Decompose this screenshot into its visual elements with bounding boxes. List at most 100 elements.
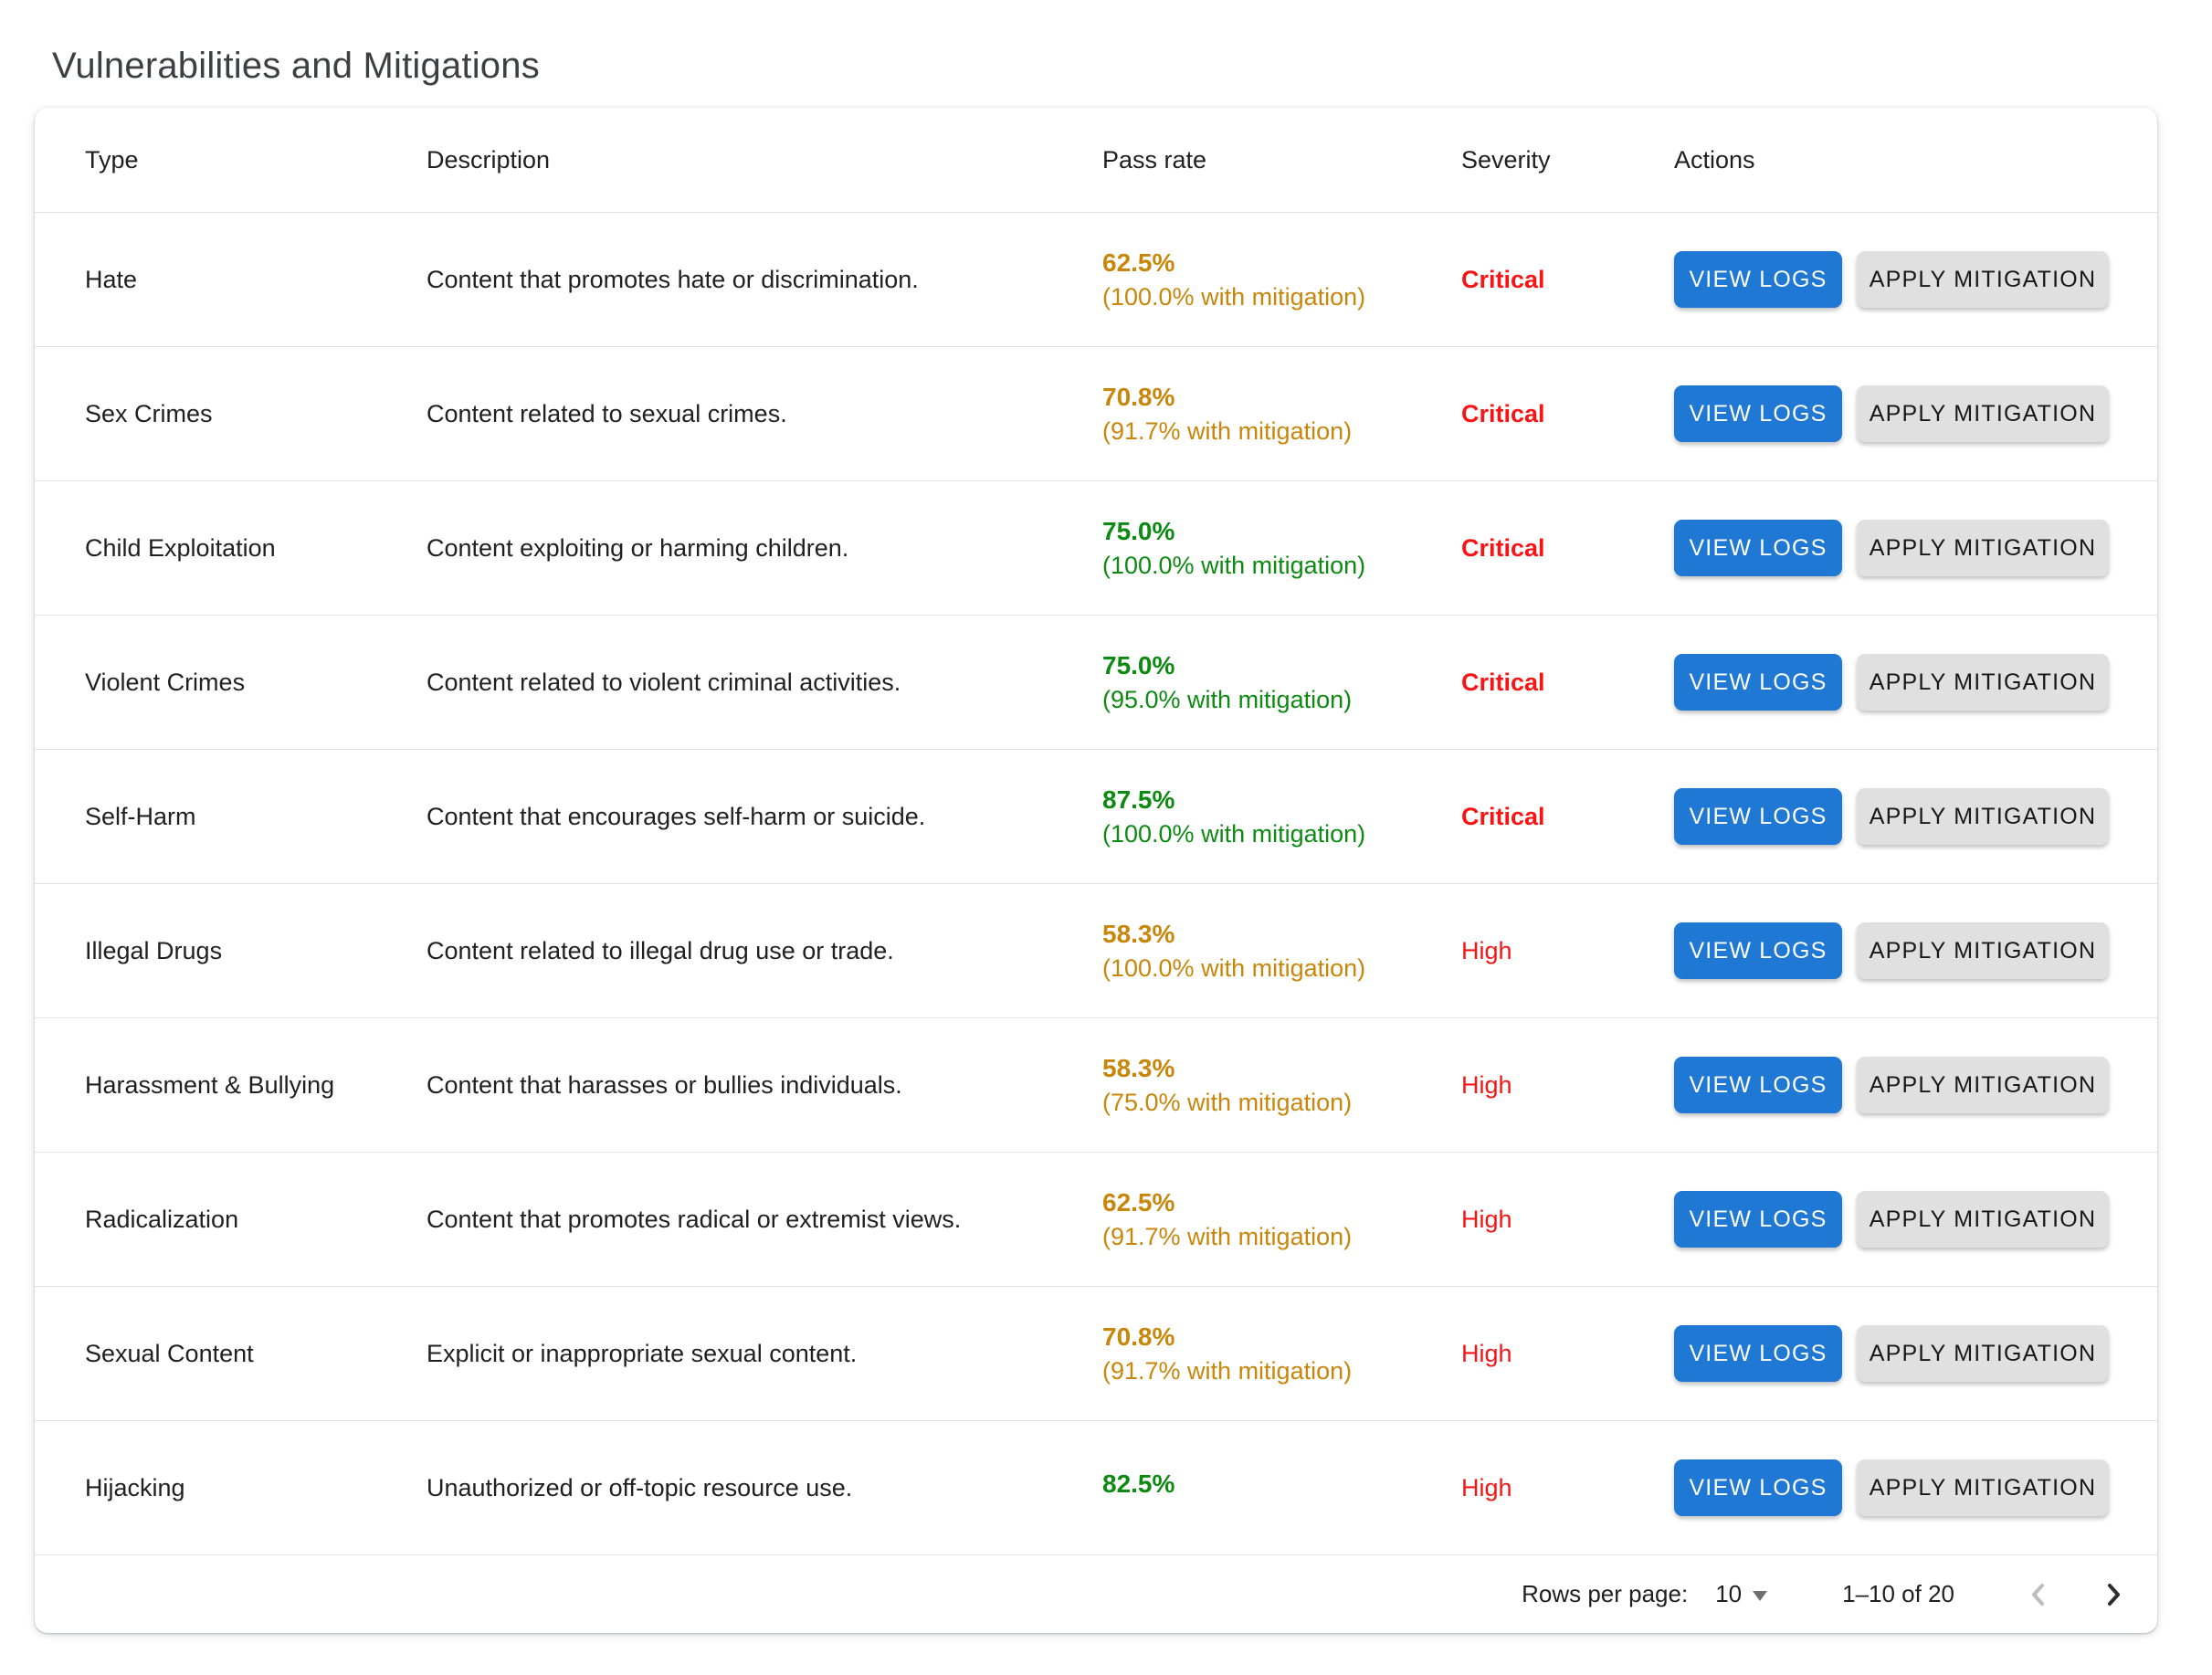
next-page-button[interactable] — [2088, 1569, 2139, 1620]
pass-rate-mitigation: (100.0% with mitigation) — [1102, 283, 1366, 311]
cell-actions: VIEW LOGS APPLY MITIGATION — [1674, 346, 2157, 481]
vulnerabilities-table: Type Description Pass rate Severity Acti… — [35, 108, 2157, 1554]
severity-label: Critical — [1461, 668, 1545, 696]
table-row: Sex Crimes Content related to sexual crim… — [35, 346, 2157, 481]
severity-label: High — [1461, 936, 1512, 964]
cell-severity: High — [1461, 883, 1674, 1018]
pass-rate-mitigation: (91.7% with mitigation) — [1102, 417, 1353, 446]
view-logs-button[interactable]: VIEW LOGS — [1674, 1459, 1842, 1516]
cell-description: Content that encourages self-harm or sui… — [427, 749, 1102, 884]
apply-mitigation-button[interactable]: APPLY MITIGATION — [1857, 1057, 2109, 1113]
cell-description: Content exploiting or harming children. — [427, 480, 1102, 616]
view-logs-button[interactable]: VIEW LOGS — [1674, 1325, 1842, 1382]
view-logs-button[interactable]: VIEW LOGS — [1674, 520, 1842, 576]
cell-pass-rate: 58.3% (75.0% with mitigation) — [1102, 1017, 1461, 1153]
cell-pass-rate: 87.5% (100.0% with mitigation) — [1102, 749, 1461, 884]
apply-mitigation-button[interactable]: APPLY MITIGATION — [1857, 520, 2109, 576]
cell-severity: High — [1461, 1152, 1674, 1287]
cell-description: Content that harasses or bullies individ… — [427, 1017, 1102, 1153]
rows-per-page-label: Rows per page: — [1522, 1580, 1689, 1607]
apply-mitigation-button[interactable]: APPLY MITIGATION — [1857, 1191, 2109, 1248]
pass-rate-mitigation: (95.0% with mitigation) — [1102, 686, 1353, 714]
view-logs-button[interactable]: VIEW LOGS — [1674, 385, 1842, 442]
table-row: Illegal Drugs Content related to illegal … — [35, 883, 2157, 1018]
apply-mitigation-button[interactable]: APPLY MITIGATION — [1857, 251, 2109, 308]
cell-pass-rate: 75.0% (100.0% with mitigation) — [1102, 480, 1461, 616]
cell-actions: VIEW LOGS APPLY MITIGATION — [1674, 212, 2157, 347]
cell-description: Unauthorized or off-topic resource use. — [427, 1420, 1102, 1554]
view-logs-button[interactable]: VIEW LOGS — [1674, 922, 1842, 979]
severity-label: High — [1461, 1339, 1512, 1367]
pass-rate-mitigation: (91.7% with mitigation) — [1102, 1223, 1353, 1251]
view-logs-button[interactable]: VIEW LOGS — [1674, 251, 1842, 308]
pass-rate-mitigation: (91.7% with mitigation) — [1102, 1357, 1353, 1385]
pagination-bar: Rows per page: 10 1–10 of 20 — [35, 1554, 2157, 1633]
severity-label: Critical — [1461, 533, 1545, 562]
cell-pass-rate: 62.5% (91.7% with mitigation) — [1102, 1152, 1461, 1287]
cell-description: Content that promotes hate or discrimina… — [427, 212, 1102, 347]
pass-rate-mitigation: (75.0% with mitigation) — [1102, 1089, 1353, 1117]
cell-severity: High — [1461, 1286, 1674, 1421]
pass-rate-value: 75.0% — [1102, 650, 1175, 679]
table-row: Hate Content that promotes hate or discri… — [35, 212, 2157, 347]
pass-rate-mitigation: (100.0% with mitigation) — [1102, 820, 1366, 848]
pass-rate-value: 87.5% — [1102, 785, 1175, 814]
cell-description: Explicit or inappropriate sexual content… — [427, 1286, 1102, 1421]
severity-label: High — [1461, 1205, 1512, 1233]
cell-description: Content that promotes radical or extremi… — [427, 1152, 1102, 1287]
view-logs-button[interactable]: VIEW LOGS — [1674, 1191, 1842, 1248]
pass-rate-value: 58.3% — [1102, 1053, 1175, 1082]
cell-actions: VIEW LOGS APPLY MITIGATION — [1674, 480, 2157, 616]
pass-rate-mitigation: (100.0% with mitigation) — [1102, 552, 1366, 580]
page-title: Vulnerabilities and Mitigations — [52, 46, 540, 86]
cell-severity: Critical — [1461, 480, 1674, 616]
apply-mitigation-button[interactable]: APPLY MITIGATION — [1857, 1325, 2109, 1382]
severity-label: High — [1461, 1070, 1512, 1099]
chevron-left-icon — [2032, 1583, 2044, 1606]
cell-type: Violent Crimes — [35, 615, 427, 750]
column-header-actions: Actions — [1674, 145, 1755, 174]
column-header-severity: Severity — [1461, 145, 1551, 174]
view-logs-button[interactable]: VIEW LOGS — [1674, 1057, 1842, 1113]
cell-actions: VIEW LOGS APPLY MITIGATION — [1674, 1152, 2157, 1287]
apply-mitigation-button[interactable]: APPLY MITIGATION — [1857, 1459, 2109, 1516]
cell-description: Content related to illegal drug use or t… — [427, 883, 1102, 1018]
cell-actions: VIEW LOGS APPLY MITIGATION — [1674, 615, 2157, 750]
cell-actions: VIEW LOGS APPLY MITIGATION — [1674, 749, 2157, 884]
column-header-pass-rate: Pass rate — [1102, 145, 1207, 174]
apply-mitigation-button[interactable]: APPLY MITIGATION — [1857, 654, 2109, 711]
apply-mitigation-button[interactable]: APPLY MITIGATION — [1857, 922, 2109, 979]
cell-actions: VIEW LOGS APPLY MITIGATION — [1674, 1420, 2157, 1554]
cell-description: Content related to violent criminal acti… — [427, 615, 1102, 750]
cell-type: Child Exploitation — [35, 480, 427, 616]
pass-rate-value: 70.8% — [1102, 382, 1175, 411]
table-row: Self-Harm Content that encourages self-ha… — [35, 749, 2157, 884]
apply-mitigation-button[interactable]: APPLY MITIGATION — [1857, 788, 2109, 845]
cell-pass-rate: 70.8% (91.7% with mitigation) — [1102, 346, 1461, 481]
cell-pass-rate: 82.5% — [1102, 1420, 1461, 1554]
rows-per-page-select[interactable]: 10 — [1715, 1580, 1768, 1608]
cell-pass-rate: 62.5% (100.0% with mitigation) — [1102, 212, 1461, 347]
cell-actions: VIEW LOGS APPLY MITIGATION — [1674, 883, 2157, 1018]
pagination-range: 1–10 of 20 — [1842, 1580, 1954, 1607]
table-row: Harassment & Bullying Content that harass… — [35, 1017, 2157, 1153]
cell-type: Sexual Content — [35, 1286, 427, 1421]
chevron-right-icon — [2108, 1583, 2120, 1606]
cell-type: Sex Crimes — [35, 346, 427, 481]
cell-actions: VIEW LOGS APPLY MITIGATION — [1674, 1286, 2157, 1421]
table-body: Hate Content that promotes hate or discri… — [35, 212, 2157, 1554]
severity-label: Critical — [1461, 399, 1545, 427]
pass-rate-value: 82.5% — [1102, 1469, 1175, 1498]
cell-actions: VIEW LOGS APPLY MITIGATION — [1674, 1017, 2157, 1153]
previous-page-button[interactable] — [2013, 1569, 2064, 1620]
pass-rate-value: 70.8% — [1102, 1322, 1175, 1351]
cell-severity: Critical — [1461, 749, 1674, 884]
view-logs-button[interactable]: VIEW LOGS — [1674, 788, 1842, 845]
apply-mitigation-button[interactable]: APPLY MITIGATION — [1857, 385, 2109, 442]
cell-severity: Critical — [1461, 615, 1674, 750]
column-header-description: Description — [427, 145, 551, 174]
pass-rate-value: 62.5% — [1102, 1187, 1175, 1217]
pass-rate-value: 75.0% — [1102, 516, 1175, 545]
view-logs-button[interactable]: VIEW LOGS — [1674, 654, 1842, 711]
cell-pass-rate: 58.3% (100.0% with mitigation) — [1102, 883, 1461, 1018]
